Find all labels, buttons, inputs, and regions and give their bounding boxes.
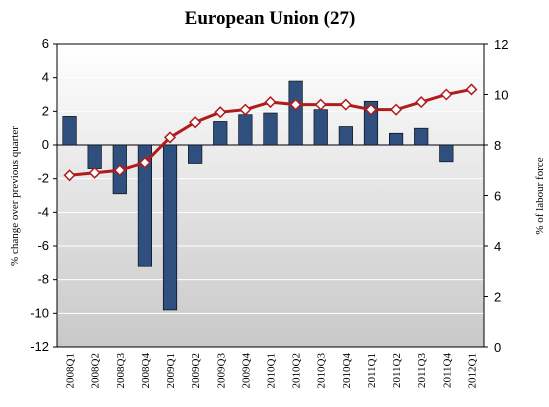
x-tick-label: 2012Q1 bbox=[466, 353, 478, 388]
line-marker bbox=[138, 156, 151, 169]
x-tick-label: 2009Q1 bbox=[165, 353, 177, 388]
line-marker bbox=[163, 131, 177, 144]
y2-tick-label: 6 bbox=[494, 189, 501, 204]
bar bbox=[313, 109, 328, 146]
x-tick-label: 2009Q2 bbox=[190, 353, 202, 388]
y2-tick-label: 8 bbox=[494, 138, 501, 153]
x-tick-label: 2011Q3 bbox=[416, 353, 428, 389]
bar bbox=[238, 114, 253, 146]
y-tick-label: 6 bbox=[42, 36, 49, 51]
line-marker bbox=[339, 98, 352, 111]
line-marker bbox=[440, 88, 453, 101]
line-marker bbox=[63, 169, 76, 182]
x-tick-label: 2010Q3 bbox=[316, 353, 328, 389]
y-tick-label: 0 bbox=[42, 137, 49, 152]
line-marker bbox=[264, 96, 277, 109]
line-marker bbox=[214, 106, 227, 119]
line-marker bbox=[88, 166, 101, 179]
y-tick-label: -10 bbox=[30, 305, 49, 320]
y-axis-title: % change over previous quarter bbox=[9, 126, 21, 266]
bar bbox=[188, 144, 203, 164]
bar bbox=[414, 127, 429, 146]
x-tick-label: 2009Q4 bbox=[240, 353, 252, 389]
x-tick-label: 2010Q2 bbox=[291, 353, 303, 388]
line-marker bbox=[364, 103, 378, 116]
bar bbox=[137, 144, 152, 267]
line-marker bbox=[189, 116, 202, 129]
y2-tick-label: 0 bbox=[494, 340, 501, 355]
x-tick-label: 2008Q3 bbox=[115, 353, 127, 389]
y2-tick-label: 4 bbox=[494, 239, 501, 254]
y-tick-label: -2 bbox=[37, 171, 49, 186]
line-marker bbox=[289, 98, 302, 111]
y-tick-label: -12 bbox=[30, 339, 49, 354]
y-tick-label: 2 bbox=[42, 103, 49, 118]
plot-border bbox=[56, 43, 485, 348]
bar bbox=[389, 132, 404, 146]
x-tick-label: 2008Q1 bbox=[65, 353, 77, 388]
x-tick-label: 2011Q4 bbox=[441, 353, 453, 389]
x-tick-label: 2010Q1 bbox=[266, 353, 278, 388]
x-tick-label: 2010Q4 bbox=[341, 353, 353, 389]
x-tick-label: 2008Q2 bbox=[90, 353, 102, 388]
y-tick-label: -6 bbox=[37, 238, 49, 253]
chart-title: European Union (27) bbox=[185, 8, 356, 29]
line-marker bbox=[314, 98, 327, 111]
line-marker bbox=[415, 96, 428, 109]
line-marker bbox=[390, 103, 403, 116]
bar bbox=[162, 144, 178, 311]
y2-axis-title: % of labour force bbox=[534, 157, 546, 234]
bar bbox=[87, 144, 102, 169]
y2-tick-label: 12 bbox=[494, 37, 508, 52]
x-tick-label: 2011Q1 bbox=[366, 353, 378, 388]
y-tick-label: -4 bbox=[37, 204, 49, 219]
bar bbox=[213, 121, 228, 146]
x-tick-label: 2011Q2 bbox=[391, 353, 403, 388]
x-tick-label: 2009Q3 bbox=[215, 353, 227, 389]
bar bbox=[62, 116, 77, 146]
bar bbox=[288, 80, 303, 146]
bar bbox=[338, 126, 353, 146]
bar bbox=[263, 112, 278, 146]
line-marker bbox=[239, 103, 252, 116]
y-tick-label: 4 bbox=[42, 70, 49, 85]
y2-tick-label: 2 bbox=[494, 290, 501, 305]
line-marker bbox=[465, 83, 478, 96]
x-tick-label: 2008Q4 bbox=[140, 353, 152, 389]
plot-area bbox=[57, 44, 484, 347]
line-marker bbox=[113, 164, 126, 177]
bar bbox=[439, 144, 454, 163]
y-tick-label: -8 bbox=[37, 272, 49, 287]
y2-tick-label: 10 bbox=[494, 88, 508, 103]
